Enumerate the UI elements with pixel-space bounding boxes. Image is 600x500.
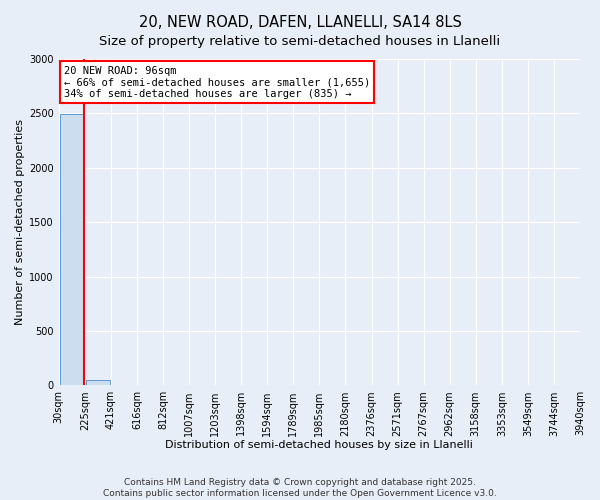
X-axis label: Distribution of semi-detached houses by size in Llanelli: Distribution of semi-detached houses by …: [166, 440, 473, 450]
Bar: [86, 380, 110, 386]
Text: Contains HM Land Registry data © Crown copyright and database right 2025.
Contai: Contains HM Land Registry data © Crown c…: [103, 478, 497, 498]
Text: 20 NEW ROAD: 96sqm
← 66% of semi-detached houses are smaller (1,655)
34% of semi: 20 NEW ROAD: 96sqm ← 66% of semi-detache…: [64, 66, 370, 98]
Y-axis label: Number of semi-detached properties: Number of semi-detached properties: [15, 119, 25, 325]
Text: Size of property relative to semi-detached houses in Llanelli: Size of property relative to semi-detach…: [100, 35, 500, 48]
Bar: [60, 114, 83, 386]
Text: 20, NEW ROAD, DAFEN, LLANELLI, SA14 8LS: 20, NEW ROAD, DAFEN, LLANELLI, SA14 8LS: [139, 15, 461, 30]
